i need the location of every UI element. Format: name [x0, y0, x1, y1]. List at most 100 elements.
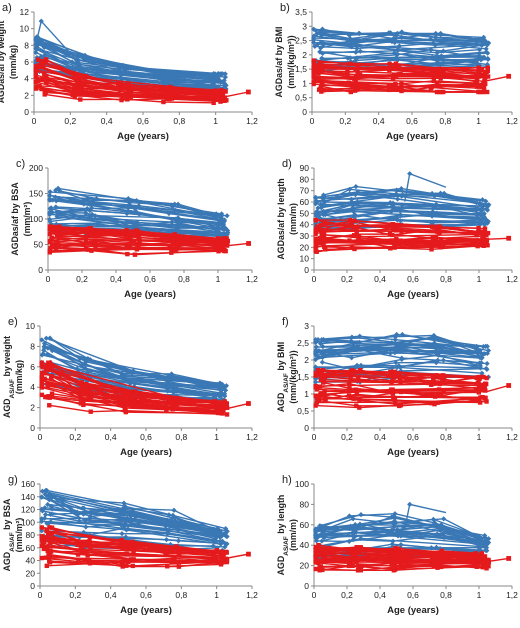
data-point [476, 53, 482, 59]
y-tick-label: 6 [24, 57, 29, 67]
data-point [47, 224, 52, 229]
data-point [350, 205, 356, 211]
data-point [432, 553, 438, 558]
data-point [476, 380, 481, 386]
data-point [350, 371, 356, 376]
x-tick-label: 1 [477, 432, 482, 442]
data-point [313, 339, 319, 346]
data-point [165, 530, 171, 536]
data-point [127, 230, 132, 235]
data-point [311, 26, 317, 32]
data-point [321, 198, 328, 204]
data-point [313, 217, 318, 223]
data-point [350, 224, 356, 230]
y-tick-label: 1,5 [295, 64, 307, 74]
x-axis-title: Age (years) [387, 605, 439, 616]
data-point [395, 240, 400, 246]
y-tick-label: 50 [300, 208, 310, 218]
data-point [46, 520, 52, 526]
series-line [49, 199, 223, 226]
x-tick-label: 0,2 [341, 590, 353, 600]
data-point [128, 380, 134, 386]
data-point [317, 29, 323, 36]
data-point [477, 400, 483, 405]
data-point [39, 534, 44, 539]
data-point [129, 394, 134, 399]
data-point [87, 561, 93, 566]
x-axis-title: Age (years) [387, 447, 439, 458]
y-tick-label: 70 [300, 186, 310, 196]
data-point [355, 75, 360, 81]
data-point [432, 401, 437, 407]
data-point [321, 526, 327, 532]
data-point [477, 239, 482, 244]
data-point [393, 552, 398, 558]
data-point [120, 559, 126, 565]
x-axis-title: Age (years) [386, 131, 438, 142]
data-point [316, 372, 321, 377]
y-tick-label: 50 [34, 240, 44, 250]
data-point [161, 99, 166, 105]
data-point [485, 74, 491, 79]
data-point [479, 386, 485, 392]
y-axis-unit: (mm/kg) [8, 45, 18, 79]
red-series [311, 58, 512, 95]
series-line [316, 228, 478, 235]
data-point [43, 555, 48, 560]
data-point [54, 209, 60, 215]
data-point [39, 516, 45, 522]
data-point [170, 203, 176, 209]
y-tick-label: 3 [304, 321, 309, 331]
y-tick-label: 2 [30, 403, 35, 413]
data-point [315, 205, 321, 211]
data-point [438, 38, 444, 44]
data-point [87, 538, 92, 544]
data-point [33, 58, 39, 64]
data-point [81, 201, 87, 207]
data-point [87, 390, 93, 395]
data-point [170, 402, 175, 407]
data-point [45, 548, 50, 554]
data-point [79, 88, 85, 93]
data-point [313, 383, 318, 389]
data-point [483, 381, 488, 387]
x-tick-label: 1,2 [506, 590, 518, 600]
y-tick-label: 8 [24, 40, 29, 50]
data-point [430, 235, 436, 240]
data-point [319, 538, 325, 544]
data-point [131, 548, 136, 554]
y-axis-title: AGDAS/AF by length [276, 495, 290, 576]
data-point [39, 494, 45, 500]
data-point [313, 28, 319, 34]
data-point [44, 370, 51, 376]
data-point [49, 209, 55, 215]
data-point [211, 100, 216, 106]
data-point [398, 563, 403, 568]
data-point [320, 50, 326, 56]
data-point [483, 81, 488, 87]
y-axis-title: AGDAS/AF by weight [2, 336, 16, 418]
data-point [311, 58, 316, 63]
data-point [216, 400, 221, 405]
x-tick-label: 0,4 [101, 116, 113, 126]
data-point [482, 532, 488, 539]
y-tick-label: 12 [20, 7, 30, 17]
data-point [506, 235, 512, 241]
data-point [164, 549, 170, 554]
data-point [313, 337, 319, 343]
data-point [318, 377, 324, 383]
data-point [122, 402, 127, 408]
data-point [132, 399, 137, 405]
red-series [313, 543, 512, 573]
data-point [47, 192, 53, 199]
data-point [311, 33, 317, 39]
data-point [352, 57, 358, 64]
data-point [396, 546, 401, 551]
red-series [39, 360, 251, 417]
data-point [430, 334, 436, 340]
data-point [81, 402, 86, 408]
data-point [214, 225, 221, 231]
y-tick-label: 0 [304, 423, 309, 433]
data-point [223, 383, 230, 389]
series-line [223, 553, 249, 560]
